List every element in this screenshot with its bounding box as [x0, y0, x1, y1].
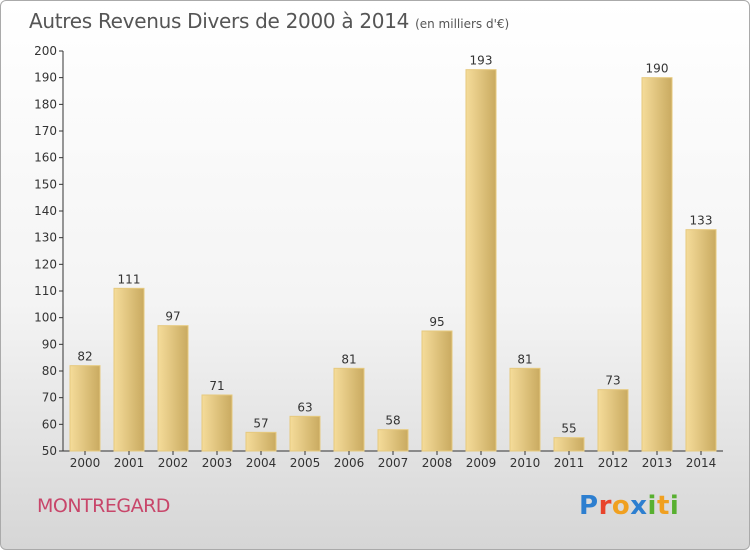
x-tick-label: 2001	[114, 456, 145, 470]
y-tick-label: 150	[34, 177, 57, 191]
bar	[641, 77, 673, 452]
bar-value-label: 111	[118, 272, 141, 286]
bar-value-label: 193	[470, 54, 493, 68]
bar	[421, 330, 453, 452]
y-tick-label: 60	[42, 417, 57, 431]
bar	[465, 69, 497, 452]
x-tick-label: 2011	[554, 456, 585, 470]
bar-value-label: 58	[385, 414, 400, 428]
bar	[553, 437, 585, 452]
x-tick-label: 2002	[158, 456, 189, 470]
bar	[377, 429, 409, 452]
y-tick-label: 120	[34, 257, 57, 271]
chart-title-text: Autres Revenus Divers de 2000 à 2014	[29, 9, 410, 33]
bar	[509, 367, 541, 452]
x-tick-label: 2004	[246, 456, 277, 470]
proxiti-logo[interactable]: Proxiti	[579, 491, 679, 521]
logo-letter: i	[669, 491, 680, 521]
x-tick-label: 2005	[290, 456, 321, 470]
logo-letter: P	[579, 491, 599, 521]
y-tick-label: 160	[34, 151, 57, 165]
bar	[157, 325, 189, 452]
bar-value-label: 81	[517, 352, 532, 366]
chart-subtitle: (en milliers d'€)	[415, 17, 510, 31]
bar-value-label: 95	[429, 315, 444, 329]
bar-value-label: 82	[77, 350, 92, 364]
x-tick-label: 2012	[598, 456, 629, 470]
bar-value-label: 55	[561, 422, 576, 436]
y-tick-label: 80	[42, 364, 57, 378]
x-tick-label: 2003	[202, 456, 233, 470]
y-tick-label: 130	[34, 231, 57, 245]
logo-letter: i	[647, 491, 657, 521]
y-tick-label: 140	[34, 204, 57, 218]
bar	[597, 389, 629, 452]
bar	[201, 394, 233, 452]
y-tick-label: 100	[34, 311, 57, 325]
logo-letter: o	[611, 491, 631, 521]
bar-value-label: 63	[297, 400, 312, 414]
logo-letter: x	[630, 491, 648, 521]
bar	[289, 415, 321, 452]
x-tick-label: 2009	[466, 456, 497, 470]
y-tick-label: 190	[34, 71, 57, 85]
logo-letter: t	[656, 491, 670, 521]
bar	[69, 365, 101, 452]
bar-value-label: 71	[209, 379, 224, 393]
x-tick-label: 2000	[70, 456, 101, 470]
y-tick-label: 180	[34, 97, 57, 111]
bar	[333, 367, 365, 452]
y-tick-label: 170	[34, 124, 57, 138]
bar	[245, 431, 277, 452]
x-tick-label: 2008	[422, 456, 453, 470]
x-tick-label: 2010	[510, 456, 541, 470]
y-tick-label: 110	[34, 284, 57, 298]
bar-value-label: 81	[341, 352, 356, 366]
y-tick-label: 200	[34, 44, 57, 58]
bar-value-label: 190	[646, 62, 669, 76]
bar	[113, 287, 145, 452]
bar-value-label: 57	[253, 416, 268, 430]
x-tick-label: 2013	[642, 456, 673, 470]
x-tick-label: 2006	[334, 456, 365, 470]
bar-value-label: 73	[605, 374, 620, 388]
y-tick-label: 70	[42, 391, 57, 405]
x-tick-label: 2007	[378, 456, 409, 470]
y-tick-label: 50	[42, 444, 57, 458]
place-name: MONTREGARD	[37, 495, 170, 517]
y-tick-label: 90	[42, 337, 57, 351]
x-tick-label: 2014	[686, 456, 717, 470]
bar	[685, 229, 717, 452]
logo-letter: r	[598, 491, 612, 521]
bar-value-label: 97	[165, 310, 180, 324]
chart-title: Autres Revenus Divers de 2000 à 2014 (en …	[29, 9, 509, 33]
bar-value-label: 133	[690, 214, 713, 228]
